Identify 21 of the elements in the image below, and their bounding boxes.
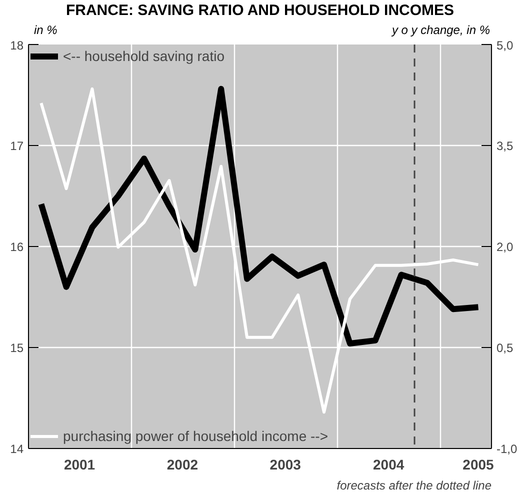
- x-tick-label: 2001: [64, 456, 96, 472]
- legend-label: <-- household saving ratio: [63, 48, 224, 64]
- x-tick-label: 2003: [270, 456, 302, 472]
- y-tick-label: 14: [10, 442, 24, 456]
- y2-tick-label: 3,5: [496, 139, 514, 153]
- y-tick-label: 18: [10, 38, 24, 52]
- text: forecasts after the dotted line: [336, 478, 492, 492]
- y-tick-label: 15: [10, 341, 24, 355]
- y2-tick-label: 2,0: [496, 240, 514, 254]
- legend-label: purchasing power of household income -->: [63, 428, 328, 444]
- y-axis-title: in %: [34, 22, 58, 39]
- y2-tick-label: 5,0: [496, 38, 514, 52]
- chart-title: FRANCE: SAVING RATIO AND HOUSEHOLD INCOMES: [66, 1, 454, 21]
- y-tick-label: 16: [10, 240, 24, 254]
- x-tick-label: 2002: [166, 456, 198, 472]
- y2-axis-title: y o y change, in %: [392, 22, 490, 39]
- y2-tick-label: -1,0: [496, 442, 518, 456]
- x-tick-label: 2004: [373, 456, 404, 472]
- y2-tick-label: 0,5: [496, 341, 514, 355]
- y-tick-label: 17: [10, 139, 24, 153]
- x-tick-label: 2005: [462, 456, 494, 472]
